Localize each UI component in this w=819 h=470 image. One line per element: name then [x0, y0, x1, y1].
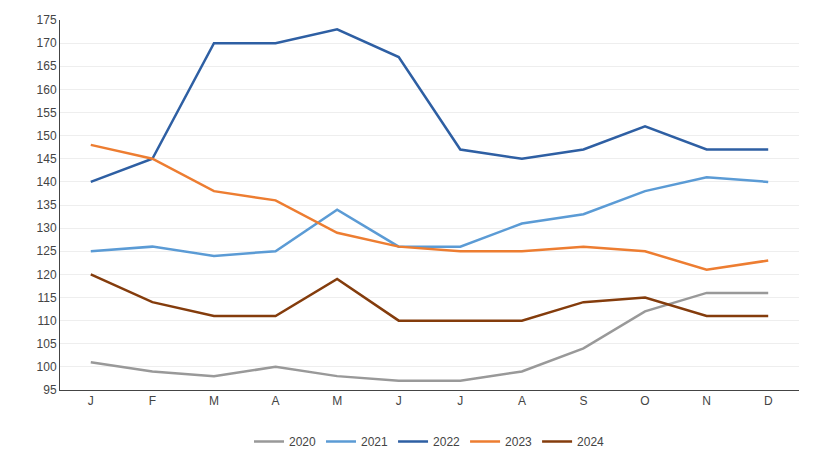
svg-text:155: 155 — [37, 106, 57, 120]
svg-text:105: 105 — [37, 337, 57, 351]
svg-text:J: J — [396, 394, 402, 408]
svg-text:130: 130 — [37, 221, 57, 235]
svg-text:140: 140 — [37, 175, 57, 189]
svg-text:110: 110 — [37, 314, 56, 328]
svg-text:125: 125 — [37, 244, 57, 258]
svg-text:S: S — [579, 394, 587, 408]
svg-text:O: O — [640, 394, 649, 408]
svg-text:135: 135 — [37, 198, 57, 212]
svg-text:J: J — [88, 394, 94, 408]
svg-text:2021: 2021 — [361, 435, 388, 449]
svg-text:2022: 2022 — [433, 435, 460, 449]
svg-text:A: A — [518, 394, 526, 408]
svg-text:J: J — [457, 394, 463, 408]
svg-text:145: 145 — [37, 152, 57, 166]
svg-text:F: F — [149, 394, 156, 408]
svg-text:M: M — [209, 394, 219, 408]
svg-text:D: D — [764, 394, 773, 408]
svg-text:A: A — [272, 394, 280, 408]
svg-text:2024: 2024 — [577, 435, 604, 449]
svg-text:170: 170 — [37, 36, 57, 50]
svg-text:160: 160 — [37, 83, 57, 97]
svg-text:165: 165 — [37, 59, 57, 73]
svg-text:2020: 2020 — [289, 435, 316, 449]
svg-text:150: 150 — [37, 129, 57, 143]
svg-text:95: 95 — [43, 383, 57, 397]
svg-text:115: 115 — [37, 291, 56, 305]
svg-text:100: 100 — [37, 360, 57, 374]
svg-text:2023: 2023 — [505, 435, 532, 449]
svg-text:N: N — [702, 394, 711, 408]
svg-text:120: 120 — [37, 268, 57, 282]
svg-text:M: M — [332, 394, 342, 408]
svg-text:175: 175 — [37, 13, 57, 27]
